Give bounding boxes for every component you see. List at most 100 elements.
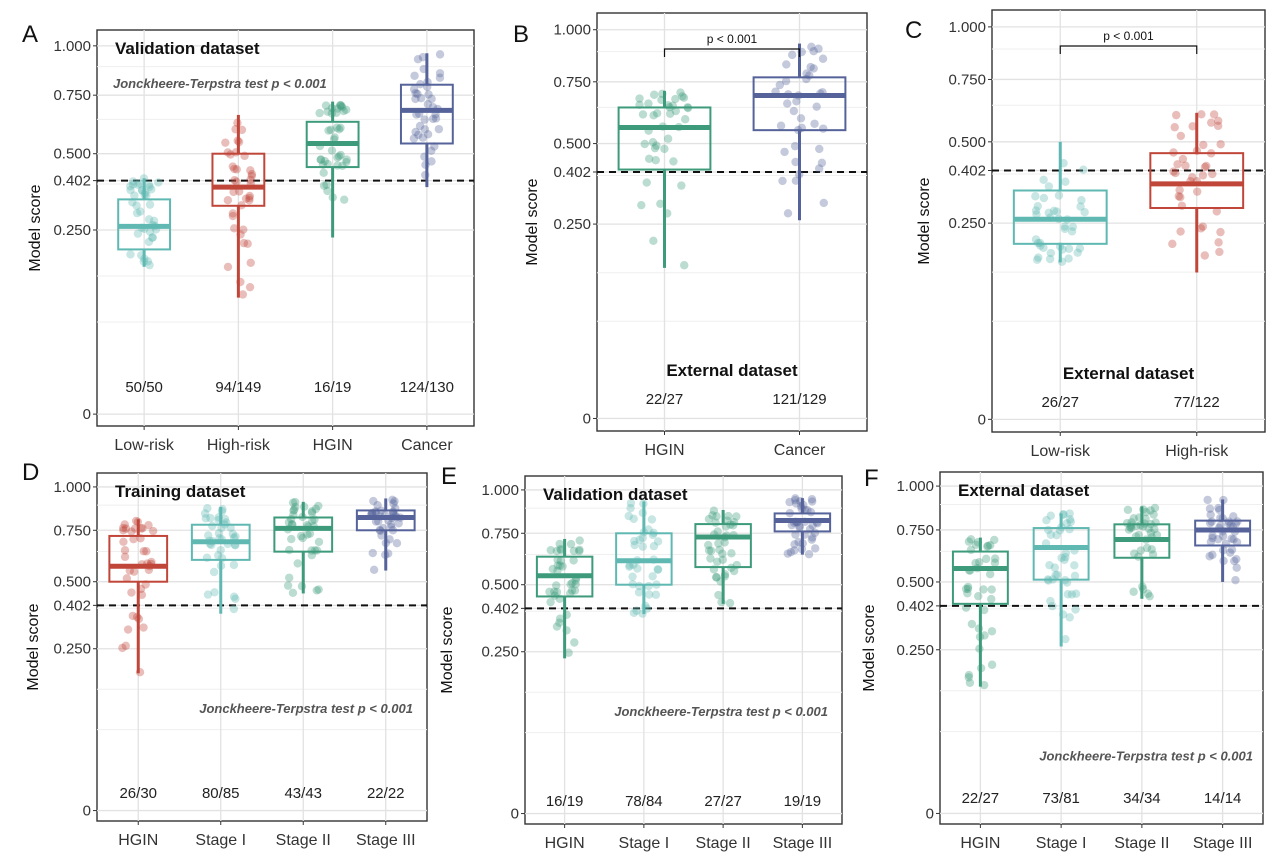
x-tick-label: Low-risk <box>1030 443 1091 460</box>
data-point <box>552 587 562 597</box>
data-point <box>569 556 578 565</box>
data-point <box>1214 503 1223 513</box>
data-point <box>570 586 580 595</box>
data-point <box>148 526 158 536</box>
y-tick-label: 0 <box>511 806 519 823</box>
data-point <box>704 546 714 555</box>
data-point <box>435 50 445 59</box>
data-point <box>707 546 716 556</box>
data-point <box>336 150 345 160</box>
data-point <box>545 587 554 597</box>
data-point <box>119 523 128 533</box>
data-point <box>427 94 436 104</box>
data-point <box>1181 161 1190 170</box>
data-point <box>373 500 382 510</box>
data-point <box>706 554 715 563</box>
data-point <box>1150 524 1159 534</box>
data-point <box>1052 207 1061 216</box>
panel-c: 0 0.250 0.402 0.500 0.750 1.000 26/27 Low-risk 7… <box>905 9 1266 460</box>
data-point <box>122 574 132 583</box>
data-point <box>1063 590 1073 599</box>
data-point <box>963 584 973 594</box>
data-point <box>555 618 564 627</box>
box-stage-ii <box>694 506 752 608</box>
data-point <box>649 111 658 120</box>
y-tick-label: 0.500 <box>481 577 519 594</box>
data-point <box>1199 140 1208 150</box>
data-point <box>336 101 345 110</box>
count-label: 77/122 <box>1174 394 1220 411</box>
box-stage-ii <box>273 497 334 597</box>
data-point <box>307 551 317 560</box>
y-axis-label: Model score <box>861 604 878 691</box>
data-point <box>142 547 151 556</box>
y-axis-label: Model score <box>916 177 933 264</box>
y-tick-label: 0.250 <box>948 215 986 232</box>
data-point <box>118 643 127 653</box>
y-tick-label: 0.402 <box>553 164 591 181</box>
data-point <box>653 565 662 574</box>
data-point <box>961 584 971 594</box>
y-tick-label: 0.750 <box>948 71 986 88</box>
box-low-risk <box>117 174 172 270</box>
data-point <box>1071 605 1080 614</box>
data-point <box>427 157 436 166</box>
data-point <box>327 146 337 155</box>
pvalue-bracket <box>663 48 801 57</box>
data-point <box>791 176 801 185</box>
data-point <box>575 536 584 545</box>
data-point <box>571 580 580 589</box>
data-point <box>298 533 307 543</box>
data-point <box>796 114 806 123</box>
y-tick-label: 0.500 <box>53 574 91 591</box>
data-point <box>812 102 821 111</box>
data-point <box>718 555 727 564</box>
data-point <box>644 99 653 108</box>
data-point <box>718 549 727 558</box>
data-point <box>291 502 300 512</box>
data-point <box>1045 254 1055 264</box>
data-point <box>1174 191 1183 201</box>
data-point <box>644 590 654 599</box>
data-point <box>553 566 562 576</box>
data-point <box>1033 201 1042 211</box>
data-point <box>568 578 577 588</box>
data-point <box>637 200 646 210</box>
data-point <box>316 155 325 164</box>
data-point <box>330 133 339 142</box>
data-point <box>630 540 639 550</box>
data-point <box>1227 545 1237 554</box>
data-point <box>1206 537 1216 547</box>
data-point <box>385 535 394 544</box>
data-point <box>963 582 973 592</box>
data-point <box>975 557 984 567</box>
test-annotation: Jonckheere-Terpstra test p < 0.001 <box>1039 749 1253 764</box>
data-point <box>411 94 420 104</box>
data-point <box>126 185 135 195</box>
data-point <box>246 175 255 185</box>
box-stage-i <box>190 504 251 614</box>
data-point <box>1060 555 1069 565</box>
x-tick-label: HGIN <box>313 437 353 454</box>
data-point <box>720 538 729 547</box>
data-point <box>1061 548 1071 558</box>
data-point <box>979 680 989 690</box>
data-point <box>787 50 797 60</box>
y-tick-label: 0.250 <box>53 222 91 239</box>
data-point <box>1209 110 1219 119</box>
data-point <box>714 590 723 600</box>
data-point <box>1202 161 1211 171</box>
box-high-risk <box>1149 110 1245 273</box>
box-iqr <box>1032 527 1090 581</box>
y-tick-label: 0.500 <box>948 134 986 151</box>
data-point <box>128 180 138 189</box>
data-point <box>228 211 238 221</box>
data-point <box>287 534 296 544</box>
plot-frame <box>524 475 843 825</box>
data-point <box>974 591 983 601</box>
data-point <box>230 164 239 174</box>
data-point <box>819 124 828 133</box>
data-point <box>410 71 419 80</box>
data-point <box>388 495 397 504</box>
data-point <box>566 539 576 549</box>
